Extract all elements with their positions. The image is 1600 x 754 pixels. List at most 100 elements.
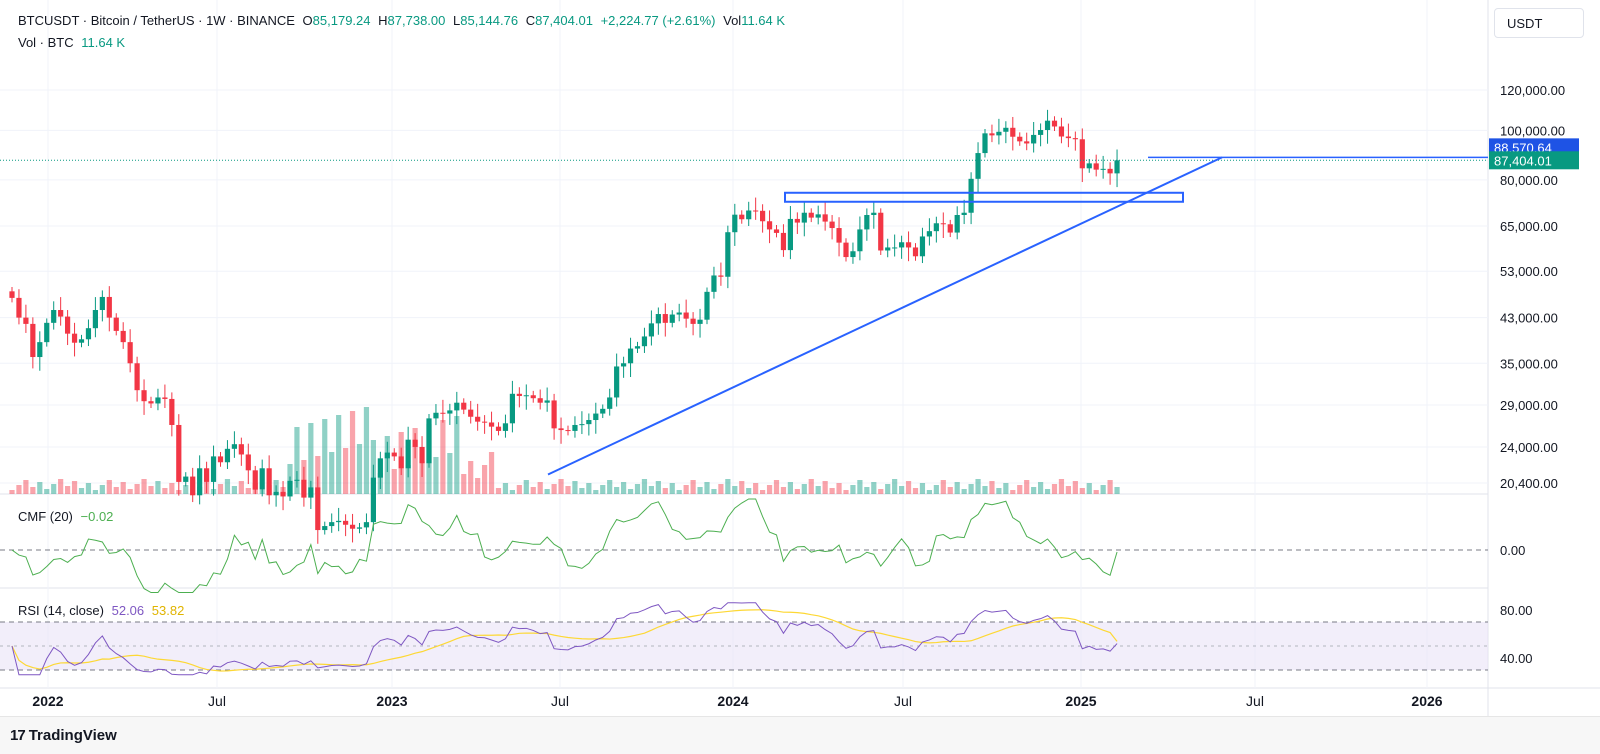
candle-body (940, 223, 946, 225)
candle-body (405, 439, 411, 469)
cmf-zero-tick: 0.00 (1500, 543, 1525, 558)
chart-canvas[interactable]: 120,000.00 100,000.00 80,000.00 65,000.00 53… (0, 0, 1600, 716)
price-tick-label: 100,000.00 (1500, 123, 1565, 138)
candle-body (1065, 136, 1071, 139)
volume-bar (822, 481, 828, 494)
candle-body (912, 247, 919, 257)
cmf-value: −0.02 (80, 509, 114, 524)
volume-bar (864, 487, 870, 494)
volume-bar (641, 479, 648, 494)
candle-body (1058, 126, 1065, 137)
candle-body (572, 424, 578, 431)
volume-bar (495, 488, 502, 494)
candle-body (169, 398, 175, 425)
volume-bar (1017, 485, 1023, 494)
price-tick-label: 80,000.00 (1500, 173, 1558, 188)
candle-body (1031, 134, 1037, 144)
tradingview-mark-icon: 17 (10, 727, 26, 744)
candle-body (363, 522, 370, 528)
volume-bar (92, 490, 98, 494)
candle-body (766, 221, 773, 230)
candle-body (815, 214, 821, 218)
candle-body (669, 314, 675, 323)
candle-body (92, 310, 98, 329)
volume-bar (16, 485, 22, 494)
candle-body (857, 229, 863, 252)
candle-body (933, 223, 939, 232)
candle-body (683, 312, 689, 319)
cmf-line (11, 498, 1118, 593)
cmf-legend: CMF (20) −0.02 (18, 509, 113, 524)
volume-bar (954, 482, 960, 494)
footer-bar: 17 TradingView (0, 716, 1600, 754)
symbol-line: BTCUSDT · Bitcoin / TetherUS · 1W · BINA… (18, 13, 295, 28)
candle-body (44, 322, 50, 343)
candle-body (294, 479, 300, 481)
candle-body (690, 318, 696, 324)
volume-bar (356, 444, 363, 494)
volume-bar (141, 479, 147, 494)
candle-body (398, 456, 404, 469)
candle-body (370, 477, 376, 523)
volume-bar (558, 479, 564, 494)
candle-body (9, 291, 15, 298)
volume-bar (614, 487, 620, 494)
low-value: 85,144.76 (460, 13, 519, 28)
volume-bar (1093, 490, 1099, 494)
candle-body (343, 520, 349, 525)
volume-bar (968, 484, 974, 494)
candle-body (746, 210, 752, 220)
candle-body (579, 424, 585, 426)
volume-bar (697, 487, 703, 494)
currency-unit-button[interactable]: USDT (1494, 8, 1584, 38)
candle-body (482, 421, 488, 423)
volume-bar (753, 483, 759, 494)
vol-value: 11.64 K (741, 13, 786, 28)
candle-body (440, 412, 446, 414)
candle-body (1010, 127, 1016, 137)
candle-body (155, 397, 161, 404)
candle-body (454, 402, 460, 411)
volume-bar (899, 486, 905, 494)
volume-bar (224, 479, 231, 494)
volume-bar (454, 416, 460, 494)
volume-bar (468, 461, 474, 494)
volume-bar (1010, 490, 1016, 494)
volume-bar (718, 484, 724, 494)
volume-bar (23, 480, 29, 494)
volume-bar (780, 487, 787, 494)
volume-bar (1072, 481, 1078, 494)
volume-bar (516, 485, 522, 494)
volume-bar (419, 461, 425, 494)
candle-body (280, 491, 286, 497)
volume-bar (78, 488, 85, 494)
volume-bar (648, 486, 654, 494)
rsi-legend: RSI (14, close) 52.06 53.82 (18, 603, 184, 618)
candle-body (760, 210, 766, 222)
ascending-trendline (547, 156, 1223, 476)
candle-body (1051, 120, 1058, 127)
volume-bar (405, 465, 411, 494)
volume-bar (482, 465, 488, 494)
volume-bar (1038, 482, 1044, 494)
time-tick-label: 2024 (717, 693, 748, 709)
time-tick-label: 2023 (376, 693, 407, 709)
volume-bar (440, 420, 446, 494)
candle-body (127, 342, 133, 364)
cmf-label: CMF (20) (18, 509, 73, 524)
candle-body (419, 446, 425, 464)
candle-body (1086, 163, 1092, 169)
candle-body (329, 522, 335, 527)
volume-bar (169, 483, 175, 494)
candle-body (780, 232, 787, 251)
volume-bar (363, 407, 370, 494)
candle-body (377, 458, 383, 478)
candle-body (676, 312, 682, 315)
volume-bar (245, 488, 251, 494)
candle-body (711, 275, 717, 292)
candle-body (739, 214, 745, 220)
candle-body (822, 214, 828, 222)
time-tick-label: 2026 (1411, 693, 1442, 709)
tradingview-logo[interactable]: 17 TradingView (10, 727, 117, 744)
